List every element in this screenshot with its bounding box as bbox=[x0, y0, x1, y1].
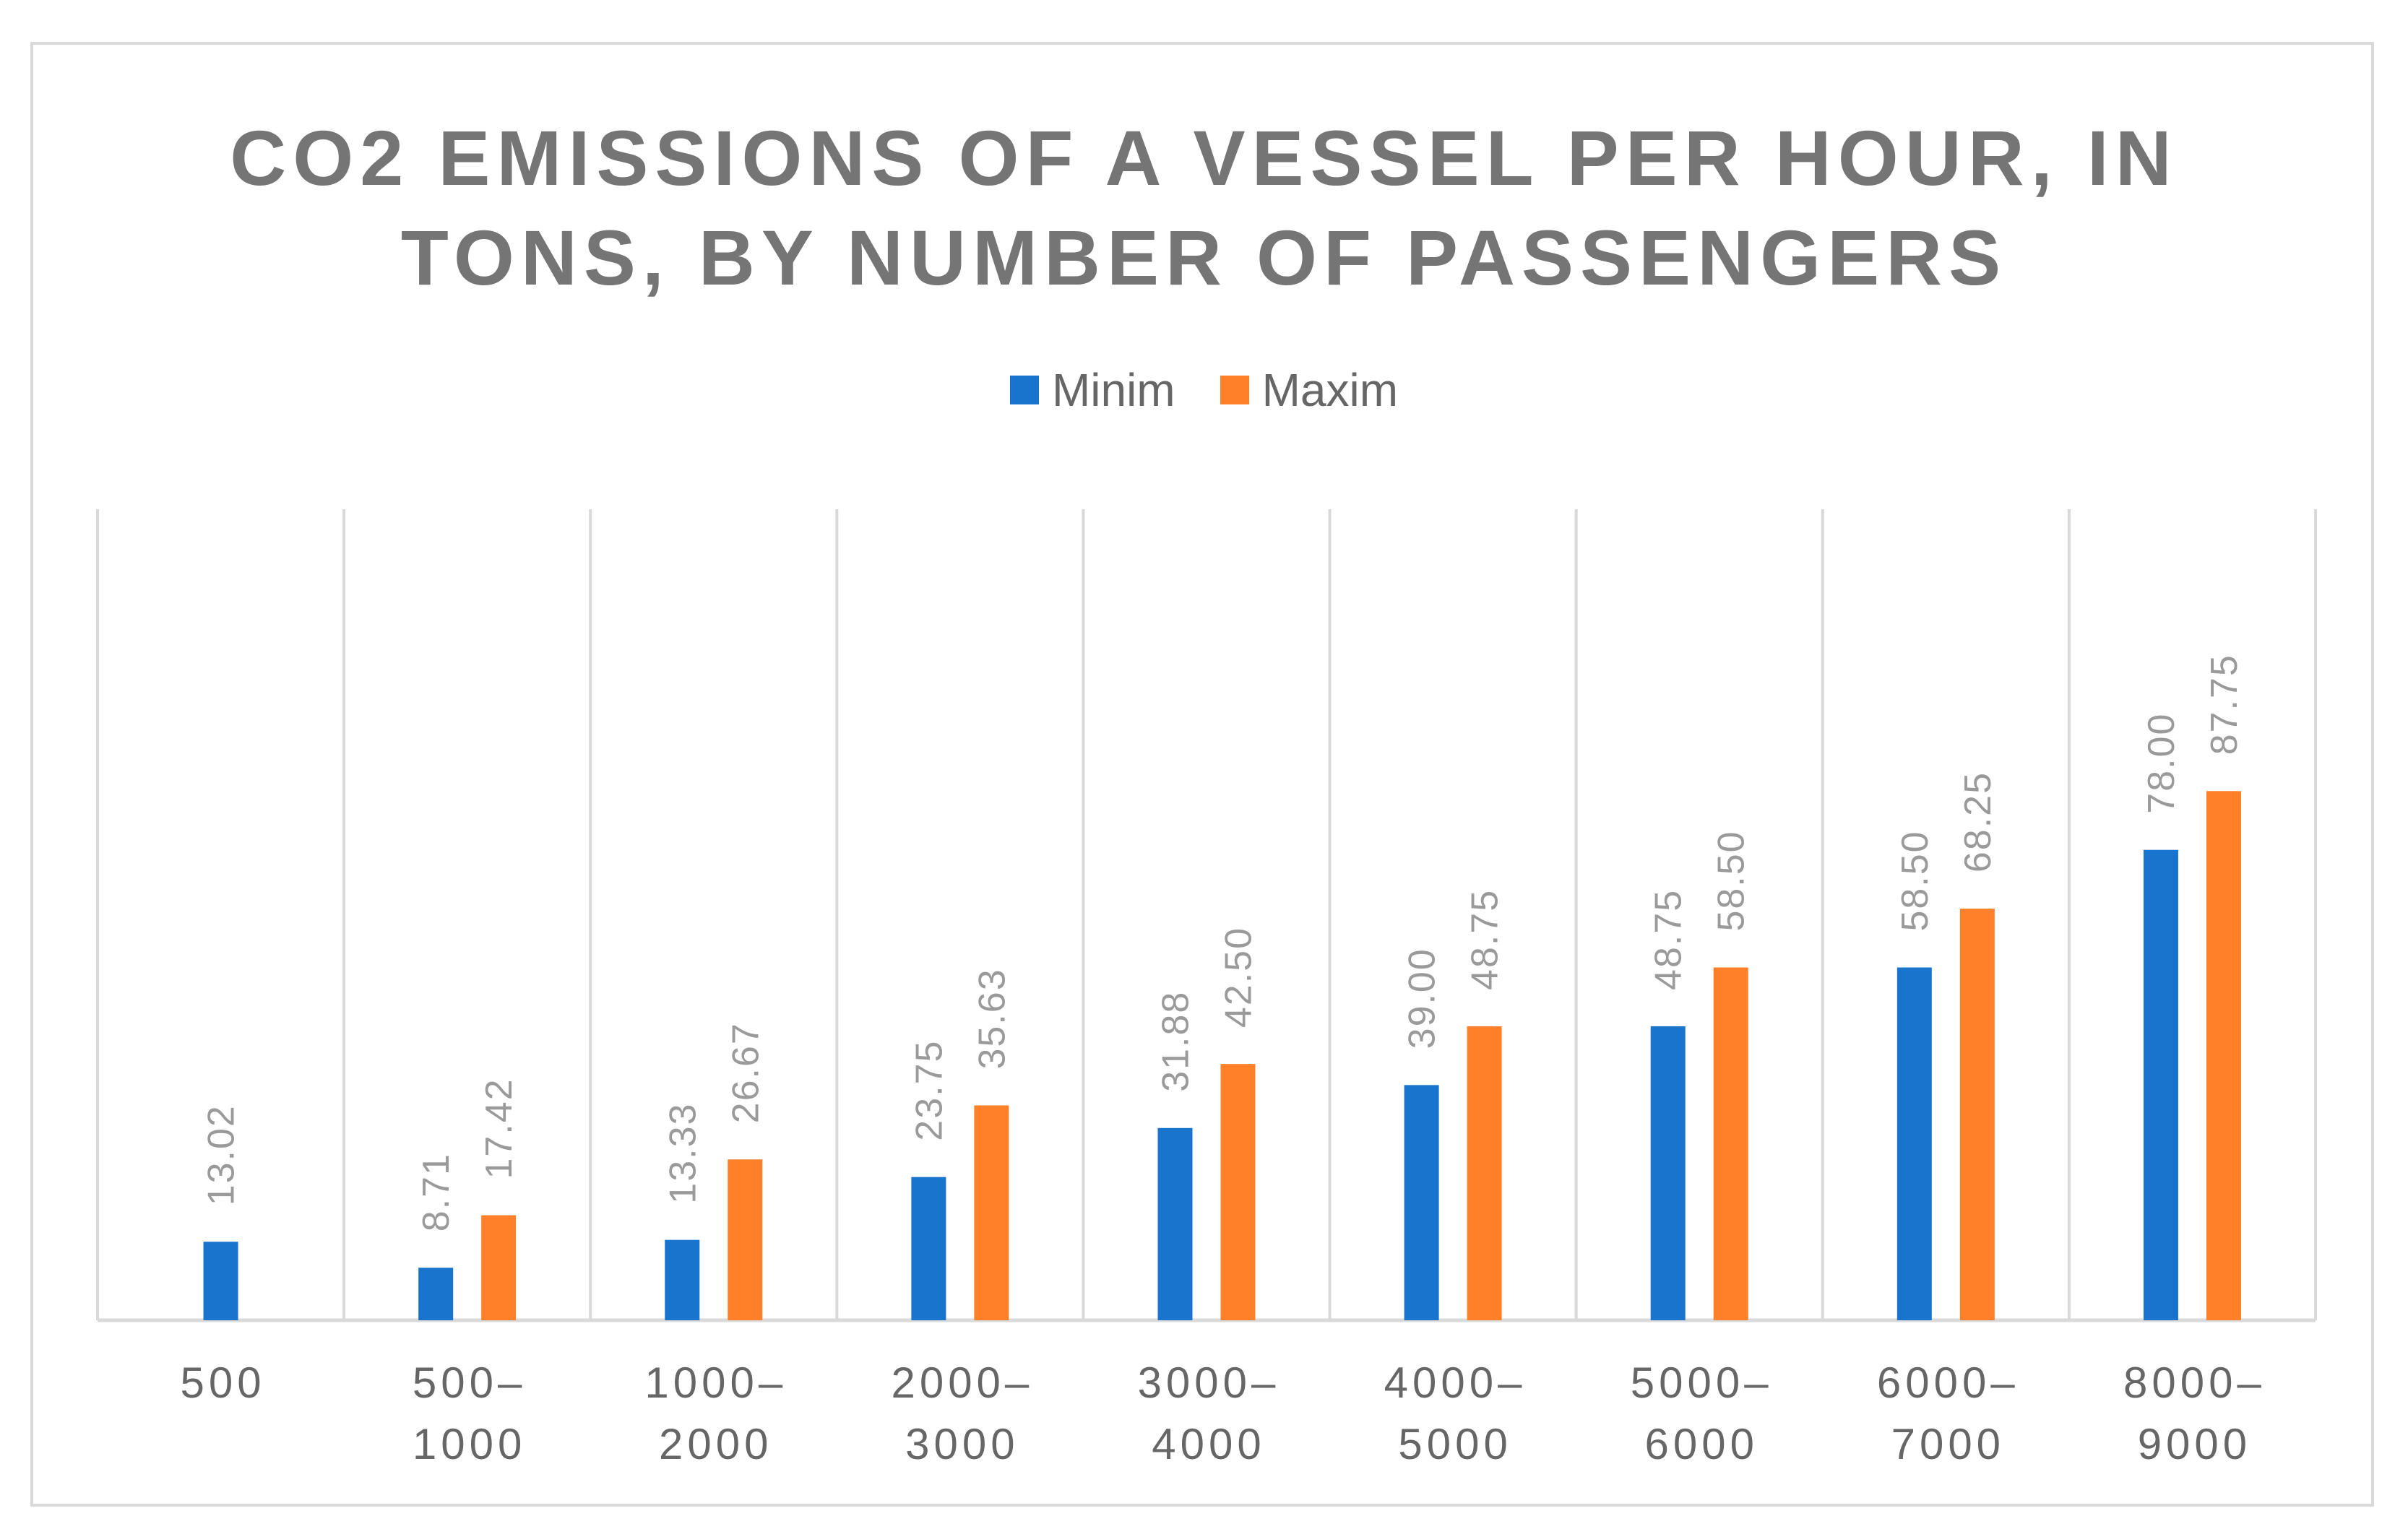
data-label-minim: 31.88 bbox=[1155, 991, 1197, 1092]
x-tick-label: 2000 bbox=[659, 1420, 772, 1468]
bar-maxim bbox=[728, 1159, 763, 1320]
bar-minim bbox=[1404, 1085, 1439, 1320]
x-tick-label: 1000 bbox=[413, 1420, 526, 1468]
x-tick-label: 7000 bbox=[1891, 1420, 2005, 1468]
legend-label-minim: Minim bbox=[1051, 364, 1175, 416]
chart-title-line-2: TONS, BY NUMBER OF PASSENGERS bbox=[400, 214, 2008, 301]
data-label-maxim: 68.25 bbox=[1957, 771, 1999, 872]
x-tick-label: 9000 bbox=[2138, 1420, 2251, 1468]
x-tick-label: 500– bbox=[413, 1359, 526, 1407]
x-tick-label: 2000– bbox=[891, 1359, 1033, 1407]
chart-title: CO2 EMISSIONS OF A VESSEL PER HOUR, IN T… bbox=[0, 108, 2408, 308]
data-label-maxim: 58.50 bbox=[1711, 830, 1753, 931]
x-tick-label: 3000– bbox=[1138, 1359, 1280, 1407]
bar-minim bbox=[203, 1242, 238, 1320]
data-label-minim: 13.33 bbox=[662, 1103, 704, 1204]
x-tick-label: 6000– bbox=[1877, 1359, 2019, 1407]
data-label-minim: 13.02 bbox=[201, 1104, 243, 1205]
data-label-minim: 58.50 bbox=[1894, 830, 1936, 931]
data-label-maxim: 35.63 bbox=[971, 968, 1013, 1069]
x-tick-label: 4000 bbox=[1152, 1420, 1265, 1468]
chart-legend: Minim Maxim bbox=[0, 361, 2408, 419]
data-label-maxim: 42.50 bbox=[1218, 927, 1260, 1028]
bar-minim bbox=[1896, 967, 1932, 1320]
x-tick-label: 8000– bbox=[2123, 1359, 2266, 1407]
legend-item-minim: Minim bbox=[1009, 363, 1175, 417]
data-label-maxim: 26.67 bbox=[725, 1022, 767, 1123]
data-label-minim: 48.75 bbox=[1648, 889, 1690, 990]
x-tick-label: 500 bbox=[181, 1359, 266, 1407]
bar-maxim bbox=[2206, 791, 2241, 1320]
bar-minim bbox=[418, 1268, 454, 1320]
bar-minim bbox=[2143, 849, 2178, 1320]
x-tick-label: 1000– bbox=[644, 1359, 787, 1407]
bar-maxim bbox=[1220, 1064, 1256, 1320]
data-label-minim: 39.00 bbox=[1402, 948, 1443, 1049]
data-label-maxim: 87.75 bbox=[2204, 654, 2245, 755]
data-label-minim: 78.00 bbox=[2141, 713, 2183, 814]
x-tick-label: 5000 bbox=[1398, 1420, 1511, 1468]
data-label-minim: 23.75 bbox=[908, 1040, 950, 1141]
bar-maxim bbox=[1713, 967, 1748, 1320]
legend-swatch-minim bbox=[1009, 376, 1039, 404]
bar-maxim bbox=[974, 1105, 1009, 1320]
legend-label-maxim: Maxim bbox=[1261, 364, 1399, 416]
data-label-maxim: 48.75 bbox=[1464, 889, 1506, 990]
legend-item-maxim: Maxim bbox=[1220, 363, 1398, 417]
chart-title-line-1: CO2 EMISSIONS OF A VESSEL PER HOUR, IN bbox=[230, 114, 2178, 202]
legend-swatch-maxim bbox=[1220, 376, 1249, 404]
bar-maxim bbox=[1467, 1026, 1502, 1320]
bar-maxim bbox=[1959, 909, 1995, 1320]
bar-minim bbox=[665, 1239, 700, 1320]
bar-minim bbox=[1157, 1127, 1193, 1320]
x-tick-label: 5000– bbox=[1631, 1359, 1773, 1407]
data-label-minim: 8.71 bbox=[415, 1153, 457, 1231]
bar-maxim bbox=[481, 1215, 517, 1320]
x-tick-label: 6000 bbox=[1644, 1420, 1758, 1468]
bar-minim bbox=[1650, 1026, 1686, 1320]
x-tick-label: 3000 bbox=[905, 1420, 1019, 1468]
bar-minim bbox=[911, 1177, 946, 1320]
x-tick-label: 4000– bbox=[1384, 1359, 1527, 1407]
data-label-maxim: 17.42 bbox=[478, 1078, 520, 1179]
